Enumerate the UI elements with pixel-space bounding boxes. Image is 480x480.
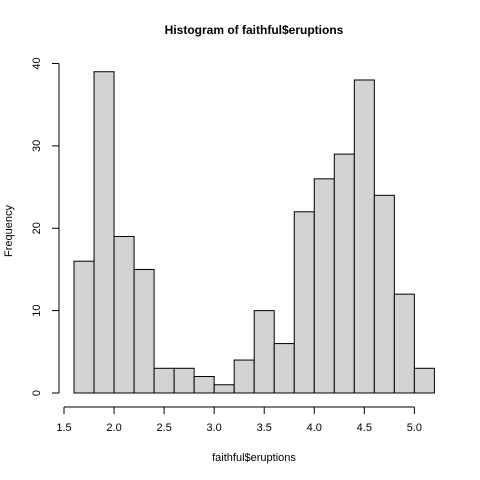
histogram-bar	[73, 260, 95, 394]
histogram-bar	[213, 384, 235, 394]
histogram-bar	[253, 310, 275, 394]
x-tick-label: 2.0	[106, 422, 121, 434]
histogram-bar	[113, 235, 135, 394]
x-tick-label: 3.5	[257, 422, 272, 434]
histogram-bar	[393, 293, 415, 394]
histogram-bar	[373, 194, 395, 394]
x-tick-label: 5.0	[407, 422, 422, 434]
histogram-bar	[133, 268, 155, 394]
histogram-bar	[413, 367, 435, 394]
y-tick-label: 10	[31, 305, 43, 317]
x-tick-label: 2.5	[156, 422, 171, 434]
chart-title: Histogram of faithful$eruptions	[165, 23, 344, 37]
x-axis-label: faithful$eruptions	[212, 452, 296, 464]
x-tick-label: 4.0	[307, 422, 322, 434]
histogram-bar	[153, 367, 175, 394]
x-tick-label: 4.5	[357, 422, 372, 434]
y-tick-label: 0	[31, 390, 43, 396]
y-axis: 0 10 20 30 40	[31, 57, 60, 396]
histogram-bar	[273, 343, 295, 394]
y-axis-label: Frequency	[3, 205, 15, 257]
y-tick-label: 20	[31, 222, 43, 234]
y-tick-label: 40	[31, 57, 43, 69]
histogram-bar	[313, 178, 335, 394]
histogram-bar	[193, 376, 215, 394]
histogram-bar	[93, 71, 115, 394]
histogram-bar	[293, 211, 315, 394]
x-tick-label: 1.5	[56, 422, 71, 434]
x-axis: 1.5 2.0 2.5 3.0 3.5 4.0 4.5 5.0	[56, 406, 422, 434]
y-tick-label: 30	[31, 140, 43, 152]
bars-group	[73, 71, 435, 394]
histogram-bar	[353, 79, 375, 394]
histogram-bar	[173, 367, 195, 394]
x-tick-label: 3.0	[207, 422, 222, 434]
histogram-bar	[233, 359, 255, 394]
histogram-bar	[333, 153, 355, 394]
